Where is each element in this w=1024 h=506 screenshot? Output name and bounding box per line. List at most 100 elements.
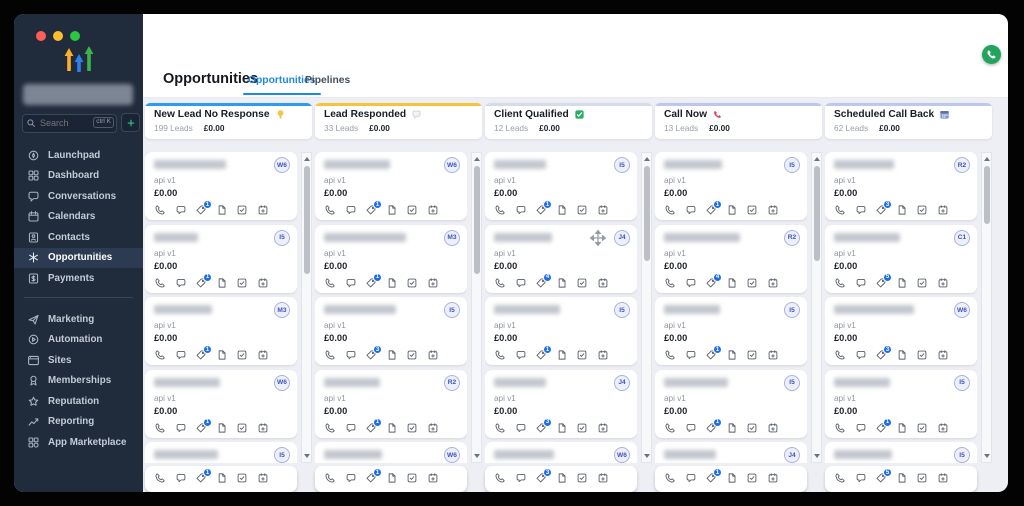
phone-icon[interactable]: [834, 349, 846, 361]
opportunity-card[interactable]: I5 api v1 £0.00 3: [315, 297, 467, 365]
partially-visible-card[interactable]: W6: [485, 442, 637, 463]
calendar-add-icon[interactable]: [937, 277, 949, 289]
phone-icon[interactable]: [154, 349, 166, 361]
tasks-icon[interactable]: [916, 204, 928, 216]
tag-icon[interactable]: 1: [195, 468, 212, 484]
tag-icon[interactable]: 3: [365, 345, 382, 361]
chat-icon[interactable]: [515, 472, 527, 484]
opportunity-card[interactable]: I5 api v1 £0.00 1: [655, 297, 807, 365]
tasks-icon[interactable]: [916, 349, 928, 361]
tasks-icon[interactable]: [236, 422, 248, 434]
chat-icon[interactable]: [685, 277, 697, 289]
chat-icon[interactable]: [685, 349, 697, 361]
tag-icon[interactable]: 1: [365, 468, 382, 484]
calendar-add-icon[interactable]: [257, 204, 269, 216]
scroll-down-icon[interactable]: [813, 454, 820, 458]
tag-icon[interactable]: 1: [365, 200, 382, 216]
calendar-add-icon[interactable]: [427, 422, 439, 434]
tasks-icon[interactable]: [406, 204, 418, 216]
phone-icon[interactable]: [494, 204, 506, 216]
tag-icon[interactable]: 1: [535, 200, 552, 216]
notes-icon[interactable]: [386, 277, 398, 289]
chat-icon[interactable]: [855, 277, 867, 289]
scrollbar-thumb[interactable]: [813, 166, 820, 261]
tasks-icon[interactable]: [746, 204, 758, 216]
phone-icon[interactable]: [324, 422, 336, 434]
calendar-add-icon[interactable]: [597, 472, 609, 484]
chat-icon[interactable]: [345, 277, 357, 289]
sidebar-item-reputation[interactable]: Reputation: [14, 391, 143, 412]
tasks-icon[interactable]: [406, 349, 418, 361]
chat-icon[interactable]: [345, 472, 357, 484]
notes-icon[interactable]: [386, 472, 398, 484]
partially-visible-card[interactable]: J4: [655, 442, 807, 463]
opportunity-card[interactable]: I5 api v1 £0.00 1: [485, 297, 637, 365]
phone-icon[interactable]: [664, 422, 676, 434]
chat-icon[interactable]: [345, 422, 357, 434]
scroll-down-icon[interactable]: [983, 454, 990, 458]
chat-icon[interactable]: [855, 472, 867, 484]
notes-icon[interactable]: [726, 277, 738, 289]
tasks-icon[interactable]: [406, 422, 418, 434]
chat-icon[interactable]: [685, 422, 697, 434]
tag-icon[interactable]: 1: [875, 417, 892, 434]
calendar-add-icon[interactable]: [597, 422, 609, 434]
notes-icon[interactable]: [556, 277, 568, 289]
clipped-card-bottom[interactable]: 1: [145, 466, 297, 492]
chat-icon[interactable]: [175, 349, 187, 361]
tag-icon[interactable]: 3: [875, 200, 892, 216]
column-scrollbar[interactable]: [981, 152, 992, 463]
opportunity-card[interactable]: R2 api v1 £0.00 1: [315, 369, 467, 438]
opportunity-card[interactable]: I5 api v1 £0.00 1: [485, 152, 637, 220]
tag-icon[interactable]: 4: [705, 272, 722, 289]
chat-icon[interactable]: [345, 204, 357, 216]
tag-icon[interactable]: 1: [195, 417, 212, 434]
phone-icon[interactable]: [664, 204, 676, 216]
sidebar-item-payments[interactable]: Payments: [14, 268, 143, 289]
opportunity-card[interactable]: C1 api v1 £0.00 5: [825, 224, 977, 293]
calendar-add-icon[interactable]: [937, 472, 949, 484]
opportunity-card[interactable]: J4: [655, 442, 807, 463]
calendar-add-icon[interactable]: [257, 422, 269, 434]
scroll-down-icon[interactable]: [643, 454, 650, 458]
scroll-up-icon[interactable]: [983, 157, 990, 161]
chat-icon[interactable]: [515, 422, 527, 434]
sidebar-item-conversations[interactable]: Conversations: [14, 186, 143, 207]
scroll-down-icon[interactable]: [473, 454, 480, 458]
phone-icon[interactable]: [154, 422, 166, 434]
opportunity-card[interactable]: I5 api v1 £0.00 1: [825, 369, 977, 438]
partially-visible-card[interactable]: I5: [825, 442, 977, 463]
tasks-icon[interactable]: [406, 472, 418, 484]
tasks-icon[interactable]: [916, 422, 928, 434]
notes-icon[interactable]: [556, 349, 568, 361]
phone-icon[interactable]: [494, 472, 506, 484]
tasks-icon[interactable]: [916, 472, 928, 484]
phone-icon[interactable]: [324, 349, 336, 361]
column-header[interactable]: Lead Responded 33 Leads £0.00: [315, 103, 482, 139]
calendar-add-icon[interactable]: [257, 349, 269, 361]
tab-pipelines[interactable]: Pipelines: [305, 75, 351, 86]
quick-add-button[interactable]: [121, 113, 140, 132]
column-scrollbar[interactable]: [301, 152, 312, 463]
notes-icon[interactable]: [556, 422, 568, 434]
notes-icon[interactable]: [896, 422, 908, 434]
opportunity-card[interactable]: M3 api v1 £0.00 1: [145, 297, 297, 365]
phone-icon[interactable]: [834, 472, 846, 484]
notes-icon[interactable]: [386, 349, 398, 361]
notes-icon[interactable]: [216, 204, 228, 216]
phone-icon[interactable]: [664, 277, 676, 289]
tasks-icon[interactable]: [236, 277, 248, 289]
chat-icon[interactable]: [175, 204, 187, 216]
tag-icon[interactable]: 1: [195, 345, 212, 361]
calendar-add-icon[interactable]: [257, 472, 269, 484]
tag-icon[interactable]: 5: [875, 272, 892, 289]
call-widget-button[interactable]: [982, 45, 1001, 64]
calendar-add-icon[interactable]: [597, 204, 609, 216]
tasks-icon[interactable]: [576, 349, 588, 361]
phone-icon[interactable]: [154, 277, 166, 289]
calendar-add-icon[interactable]: [257, 277, 269, 289]
phone-icon[interactable]: [154, 204, 166, 216]
calendar-add-icon[interactable]: [767, 349, 779, 361]
close-window-icon[interactable]: [36, 31, 46, 41]
phone-icon[interactable]: [494, 277, 506, 289]
